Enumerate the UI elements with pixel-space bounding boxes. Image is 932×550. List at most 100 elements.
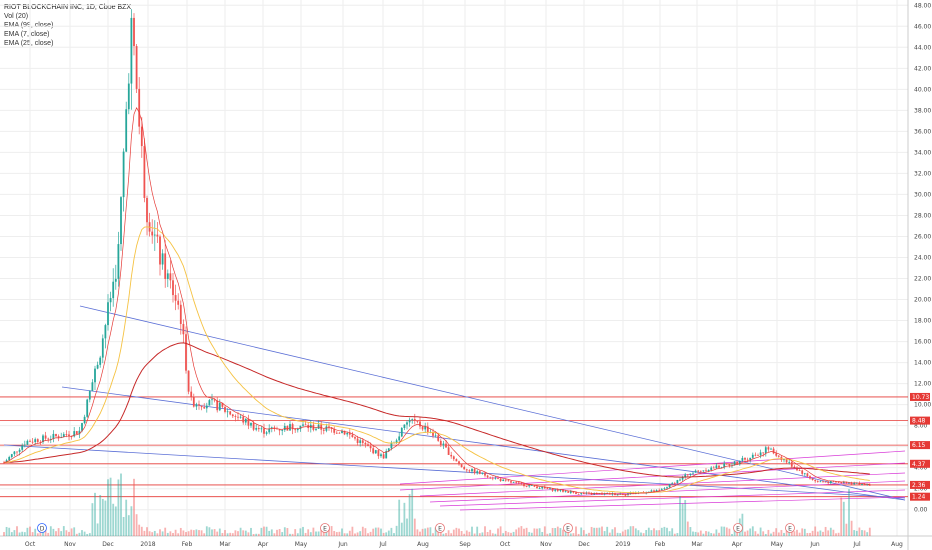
- event-marker: [320, 523, 330, 533]
- candle-body: [710, 467, 713, 470]
- candle-body: [283, 425, 286, 431]
- volume-bar: [263, 526, 265, 536]
- volume-bar: [541, 531, 544, 536]
- candle-body: [811, 478, 814, 481]
- volume-bar: [712, 533, 715, 536]
- candle-body: [195, 404, 198, 407]
- volume-bar: [450, 533, 453, 536]
- volume-bar: [468, 531, 471, 536]
- volume-bar: [250, 527, 252, 536]
- legend-ema-25[interactable]: EMA (25, close): [4, 40, 54, 47]
- volume-bar: [507, 532, 510, 536]
- volume-bar: [387, 530, 390, 536]
- volume-bar: [307, 529, 310, 536]
- event-marker: [37, 523, 47, 533]
- candle-body: [242, 416, 245, 423]
- price-tags: 10.73 8.48 6.15 4.37 2.36 1.24: [910, 392, 930, 501]
- volume-bar: [754, 531, 757, 536]
- candle-body: [356, 438, 359, 443]
- volume-bar: [62, 526, 65, 536]
- candle-body: [83, 416, 86, 424]
- volume-bar: [174, 529, 177, 536]
- candle-body: [481, 472, 484, 474]
- volume-bar: [601, 526, 603, 536]
- volume-bar: [744, 531, 746, 536]
- candle-body: [777, 455, 780, 457]
- candle-body: [250, 422, 252, 426]
- volume-bar: [705, 531, 707, 536]
- volume-bar: [385, 532, 388, 536]
- legend-volume[interactable]: Vol (20): [4, 13, 29, 20]
- volume-bar: [328, 528, 330, 536]
- candle-body: [538, 488, 541, 490]
- legend-ema-99[interactable]: EMA (99, close): [4, 22, 54, 29]
- legend-ema-7[interactable]: EMA (7, close): [4, 31, 50, 38]
- candle-body: [780, 456, 783, 460]
- candle-body: [616, 494, 619, 496]
- x-tick-label: Jul: [378, 541, 387, 548]
- candle-body: [133, 17, 135, 47]
- candle-body: [31, 441, 34, 443]
- candle-body: [42, 435, 44, 443]
- ema-7-line: [3, 106, 870, 495]
- volume-bar: [824, 526, 827, 536]
- price-tag-label: 1.24: [912, 494, 926, 501]
- price-tag-label: 4.37: [912, 461, 926, 468]
- candle-body: [426, 426, 429, 433]
- candle-body: [260, 428, 263, 430]
- candle-body: [590, 493, 593, 495]
- volume-bar: [608, 532, 611, 536]
- candle-body: [442, 443, 445, 446]
- candle-body: [850, 482, 853, 485]
- candle-body: [679, 479, 681, 481]
- candle-body: [658, 490, 661, 491]
- candle-body: [385, 450, 388, 459]
- volume-bar: [868, 527, 871, 536]
- candle-body: [837, 482, 840, 484]
- volume-bar: [185, 532, 187, 536]
- candle-body: [107, 302, 109, 326]
- candle-body: [569, 491, 572, 493]
- volume-bar: [858, 527, 861, 536]
- volume-bar: [471, 526, 473, 536]
- candle-body: [473, 469, 476, 474]
- x-tick-label: Feb: [182, 541, 193, 548]
- volume-bar: [216, 531, 219, 536]
- volume-bar: [728, 528, 731, 536]
- volume-bar: [182, 530, 185, 536]
- volume-bar: [611, 529, 614, 536]
- trend-line-magenta: [439, 489, 906, 507]
- volume-bar: [426, 527, 429, 536]
- candle-body: [34, 439, 37, 443]
- volume-bar: [642, 533, 645, 536]
- candle-body: [497, 477, 499, 479]
- candle-body: [187, 370, 190, 392]
- candle-body: [822, 481, 824, 483]
- price-tag: [910, 392, 930, 401]
- volume-bar: [390, 527, 393, 536]
- candle-body: [445, 443, 447, 448]
- volume-bar: [517, 527, 520, 536]
- volume-bar: [346, 533, 349, 536]
- volume-bar: [125, 499, 128, 536]
- candle-body: [78, 430, 81, 435]
- candle-body: [322, 429, 325, 431]
- volume-bar: [549, 533, 551, 536]
- candle-body: [463, 467, 466, 470]
- y-tick-label: 22.00: [914, 276, 931, 283]
- candle-body: [653, 490, 655, 492]
- candle-body: [159, 236, 161, 265]
- candle-body: [179, 304, 182, 324]
- candle-body: [367, 444, 369, 447]
- y-tick-label: 44.00: [914, 44, 931, 51]
- y-tick-label: 2.00: [914, 486, 928, 493]
- volume-bar: [218, 528, 221, 536]
- volume-bar: [564, 531, 567, 536]
- event-marker: [435, 523, 445, 533]
- candle-body: [96, 364, 99, 369]
- volume-bar: [382, 532, 385, 536]
- candle-body: [650, 490, 653, 492]
- volume-bar: [159, 529, 161, 536]
